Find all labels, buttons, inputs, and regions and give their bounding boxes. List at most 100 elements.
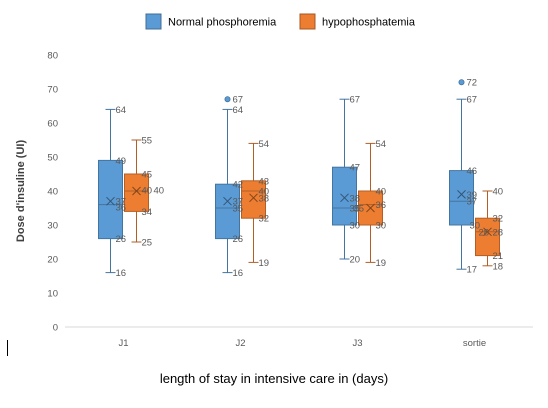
y-tick-label: 40 [47,187,58,198]
data-label: 55 [142,136,153,147]
data-label: 67 [233,95,244,106]
data-label: 37 [467,197,478,208]
box [215,96,240,274]
data-label: 36 [376,200,387,211]
data-label: 20 [350,255,361,266]
y-tick-label: 10 [47,289,58,300]
box-iqr [124,173,149,212]
data-label: 32 [493,214,504,225]
x-axis: J1 J2 J3 sortie [118,338,486,349]
y-tick-label: 30 [47,221,58,232]
data-label: 67 [467,95,478,106]
data-label: 26 [233,234,244,245]
data-label: 30 [350,221,361,232]
data-label: 28 [493,227,504,238]
outlier-point [458,79,465,86]
y-tick-label: 50 [47,153,58,164]
data-label: 40 [259,187,270,198]
box-series [98,79,500,274]
box [449,79,474,270]
x-tick-label: J2 [235,338,245,349]
legend-label: Normal phosphoremia [168,17,277,29]
data-label: 21 [493,251,504,262]
data-label: 37 [233,197,244,208]
y-tick-label: 60 [47,119,58,130]
data-label: 35 [350,204,361,215]
box [98,108,123,274]
data-label: 16 [116,268,127,279]
data-label: 64 [233,105,244,116]
data-label: 19 [376,258,387,269]
y-tick-label: 20 [47,255,58,266]
box [241,142,266,263]
box-iqr [98,159,123,240]
outlier-point [224,96,231,103]
box-iqr [215,183,240,240]
mean-marker [132,186,141,196]
legend-swatch [145,13,162,30]
data-label: 43 [259,176,270,187]
mean-marker [249,193,258,203]
data-label: 54 [376,139,387,150]
data-label: 38 [259,193,270,204]
data-label: 54 [259,139,270,150]
box [332,98,357,260]
data-label: 46 [467,166,478,177]
data-label: 64 [116,105,127,116]
data-label: 40 [376,187,387,198]
data-label: 18 [493,261,504,272]
x-tick-label: sortie [463,338,486,349]
legend-label: hypophosphatemia [322,17,416,29]
data-label: 47 [350,163,361,174]
data-label: 32 [259,214,270,225]
y-tick-label: 0 [53,323,58,334]
x-axis-caption: length of stay in intensive care in (day… [159,371,389,386]
legend: Normal phosphoremia hypophosphatemia [145,13,416,30]
box [124,139,149,243]
legend-swatch [299,13,316,30]
box-iqr [475,217,500,257]
data-label: 30 [470,221,481,232]
y-tick-label: 80 [47,51,58,62]
data-label: 28 [479,227,490,238]
x-tick-label: J1 [118,338,128,349]
y-axis: 0 10 20 30 40 50 60 70 80 [47,51,58,334]
y-axis-label: Dose d'insuline (UI) [15,140,27,243]
data-label: 19 [259,258,270,269]
data-label: 26 [116,234,127,245]
data-label: 40 [154,185,165,196]
data-label: 37 [116,197,127,208]
text-cursor-mark [7,340,8,356]
data-label: 40 [493,187,504,198]
data-label: 36 [116,202,127,213]
data-label: 25 [142,238,153,249]
mean-marker [106,196,115,206]
box-iqr [332,166,357,226]
data-label: 40 [142,185,153,196]
data-label: 17 [467,265,478,276]
data-label: 42 [233,180,244,191]
data-label: 34 [142,207,153,218]
data-label: 49 [116,156,127,167]
data-label: 35 [233,204,244,215]
data-label: 35 [354,204,365,215]
x-tick-label: J3 [352,338,362,349]
mean-marker [483,227,492,237]
data-label: 45 [142,170,153,181]
mean-marker [223,196,232,206]
box [475,190,500,267]
data-label: 72 [467,78,478,89]
box-iqr [449,170,474,226]
mean-marker [457,190,466,199]
data-label: 16 [233,268,244,279]
box [358,142,383,263]
data-label: 39 [467,190,478,201]
box-iqr [241,180,266,219]
y-tick-label: 70 [47,85,58,96]
data-label: 30 [376,221,387,232]
mean-marker [340,193,349,203]
data-label: 38 [350,193,361,204]
mean-marker [366,203,375,213]
